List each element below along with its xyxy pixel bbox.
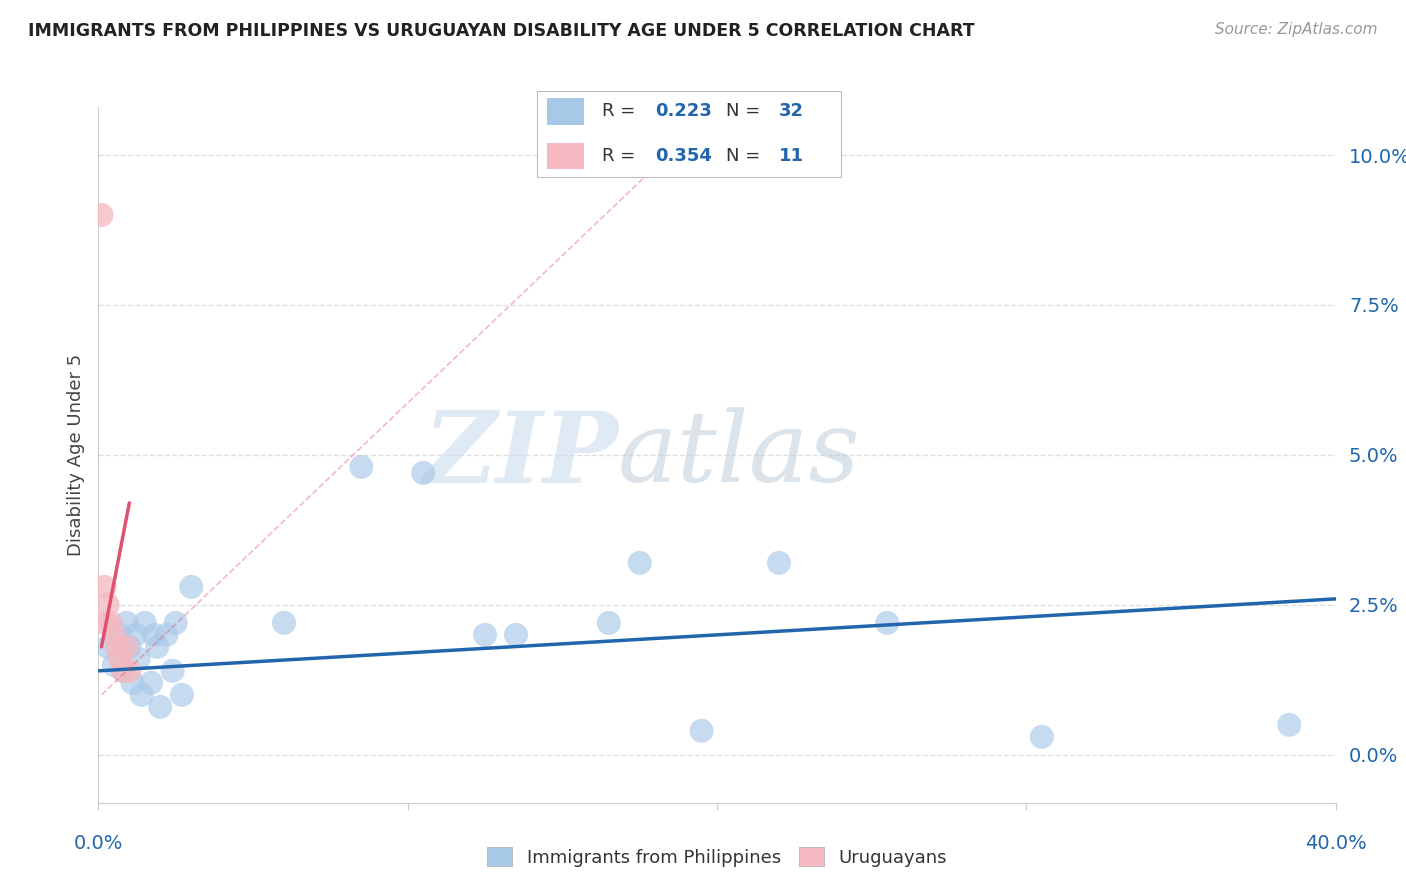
Point	[155, 628, 177, 642]
Text: 40.0%: 40.0%	[1305, 834, 1367, 853]
Point	[115, 615, 138, 630]
Point	[128, 652, 150, 666]
Point	[97, 598, 120, 612]
Point	[108, 628, 131, 642]
Point	[146, 640, 169, 654]
Text: 0.354: 0.354	[655, 147, 711, 165]
Point	[628, 556, 651, 570]
Point	[93, 615, 115, 630]
Point	[131, 688, 153, 702]
Point	[118, 664, 141, 678]
Point	[165, 615, 187, 630]
Text: 0.223: 0.223	[655, 103, 711, 120]
Point	[350, 459, 373, 474]
Point	[103, 657, 125, 672]
Point	[90, 208, 112, 222]
Point	[162, 664, 184, 678]
Point	[121, 676, 143, 690]
Text: 11: 11	[779, 147, 804, 165]
Point	[180, 580, 202, 594]
Point	[93, 580, 115, 594]
Text: N =: N =	[725, 147, 766, 165]
Point	[115, 640, 138, 654]
Legend: Immigrants from Philippines, Uruguayans: Immigrants from Philippines, Uruguayans	[479, 840, 955, 874]
Y-axis label: Disability Age Under 5: Disability Age Under 5	[66, 354, 84, 556]
Point	[139, 676, 162, 690]
Point	[100, 615, 122, 630]
FancyBboxPatch shape	[547, 143, 583, 169]
Point	[105, 640, 128, 654]
Point	[598, 615, 620, 630]
Text: IMMIGRANTS FROM PHILIPPINES VS URUGUAYAN DISABILITY AGE UNDER 5 CORRELATION CHAR: IMMIGRANTS FROM PHILIPPINES VS URUGUAYAN…	[28, 22, 974, 40]
Text: 0.0%: 0.0%	[73, 834, 124, 853]
Point	[149, 699, 172, 714]
Point	[112, 664, 135, 678]
Point	[1278, 718, 1301, 732]
Point	[112, 664, 135, 678]
Point	[876, 615, 898, 630]
Point	[108, 652, 131, 666]
Point	[103, 628, 125, 642]
Text: N =: N =	[725, 103, 766, 120]
Point	[412, 466, 434, 480]
Point	[474, 628, 496, 642]
Point	[124, 628, 146, 642]
Point	[134, 615, 156, 630]
Point	[690, 723, 713, 738]
Text: R =: R =	[602, 103, 641, 120]
Point	[273, 615, 295, 630]
Point	[170, 688, 193, 702]
Point	[143, 628, 166, 642]
Point	[1031, 730, 1053, 744]
Text: atlas: atlas	[619, 408, 860, 502]
Point	[118, 640, 141, 654]
Point	[97, 640, 120, 654]
Text: ZIP: ZIP	[423, 407, 619, 503]
Point	[768, 556, 790, 570]
FancyBboxPatch shape	[547, 98, 583, 125]
Text: 32: 32	[779, 103, 804, 120]
Text: Source: ZipAtlas.com: Source: ZipAtlas.com	[1215, 22, 1378, 37]
Text: R =: R =	[602, 147, 641, 165]
Point	[505, 628, 527, 642]
FancyBboxPatch shape	[537, 91, 841, 177]
